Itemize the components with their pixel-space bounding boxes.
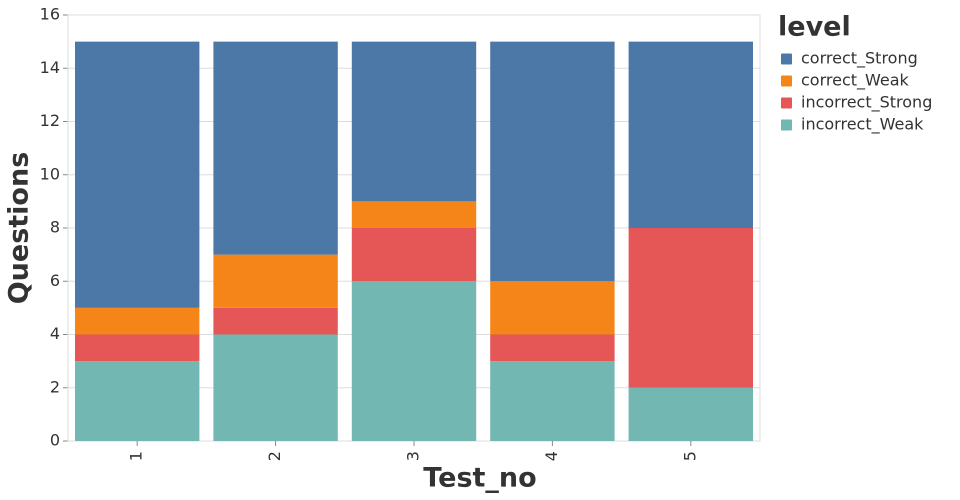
bar-segment (213, 307, 338, 335)
y-tick-label: 8 (50, 218, 60, 237)
bar-segment (490, 41, 615, 282)
bar-segment (628, 228, 753, 388)
bar-segment (75, 361, 200, 441)
bar-segment (213, 334, 338, 441)
bar-segment (75, 334, 200, 362)
x-tick-label: 5 (680, 451, 699, 461)
bar-segment (351, 41, 477, 202)
bar-segment (490, 334, 615, 362)
y-tick-label: 2 (50, 377, 60, 396)
legend-label: correct_Weak (801, 71, 910, 91)
bar-segment (75, 41, 200, 308)
bar-segment (351, 228, 477, 282)
y-tick-label: 10 (40, 164, 60, 183)
bar-segment (628, 387, 753, 441)
y-tick-label: 0 (50, 431, 60, 450)
legend-swatch (781, 75, 792, 87)
legend-label: correct_Strong (801, 49, 918, 69)
y-tick-label: 12 (40, 111, 60, 130)
bar-segment (351, 201, 477, 228)
legend-swatch (781, 119, 792, 131)
x-tick-label: 2 (265, 451, 284, 461)
y-tick-label: 14 (40, 58, 60, 77)
legend-label: incorrect_Weak (801, 115, 924, 135)
legend-swatch (781, 97, 792, 109)
bar-segment (351, 281, 477, 441)
y-tick-label: 4 (50, 324, 60, 343)
x-axis-title: Test_no (423, 463, 536, 494)
y-tick-label: 16 (40, 5, 60, 24)
legend-title: level (778, 12, 851, 43)
x-tick-label: 3 (404, 451, 423, 461)
x-tick-label: 1 (127, 451, 146, 461)
legend-swatch (781, 53, 792, 65)
bar-segment (628, 41, 753, 228)
bar-segment (490, 281, 615, 335)
bar-segment (490, 361, 615, 441)
y-axis-title: Questions (4, 152, 35, 305)
bar-segment (213, 41, 338, 255)
x-tick-label: 4 (542, 451, 561, 461)
bar-segment (213, 254, 338, 308)
y-tick-label: 6 (50, 271, 60, 290)
legend-label: incorrect_Strong (801, 93, 932, 113)
bar-segment (75, 307, 200, 335)
